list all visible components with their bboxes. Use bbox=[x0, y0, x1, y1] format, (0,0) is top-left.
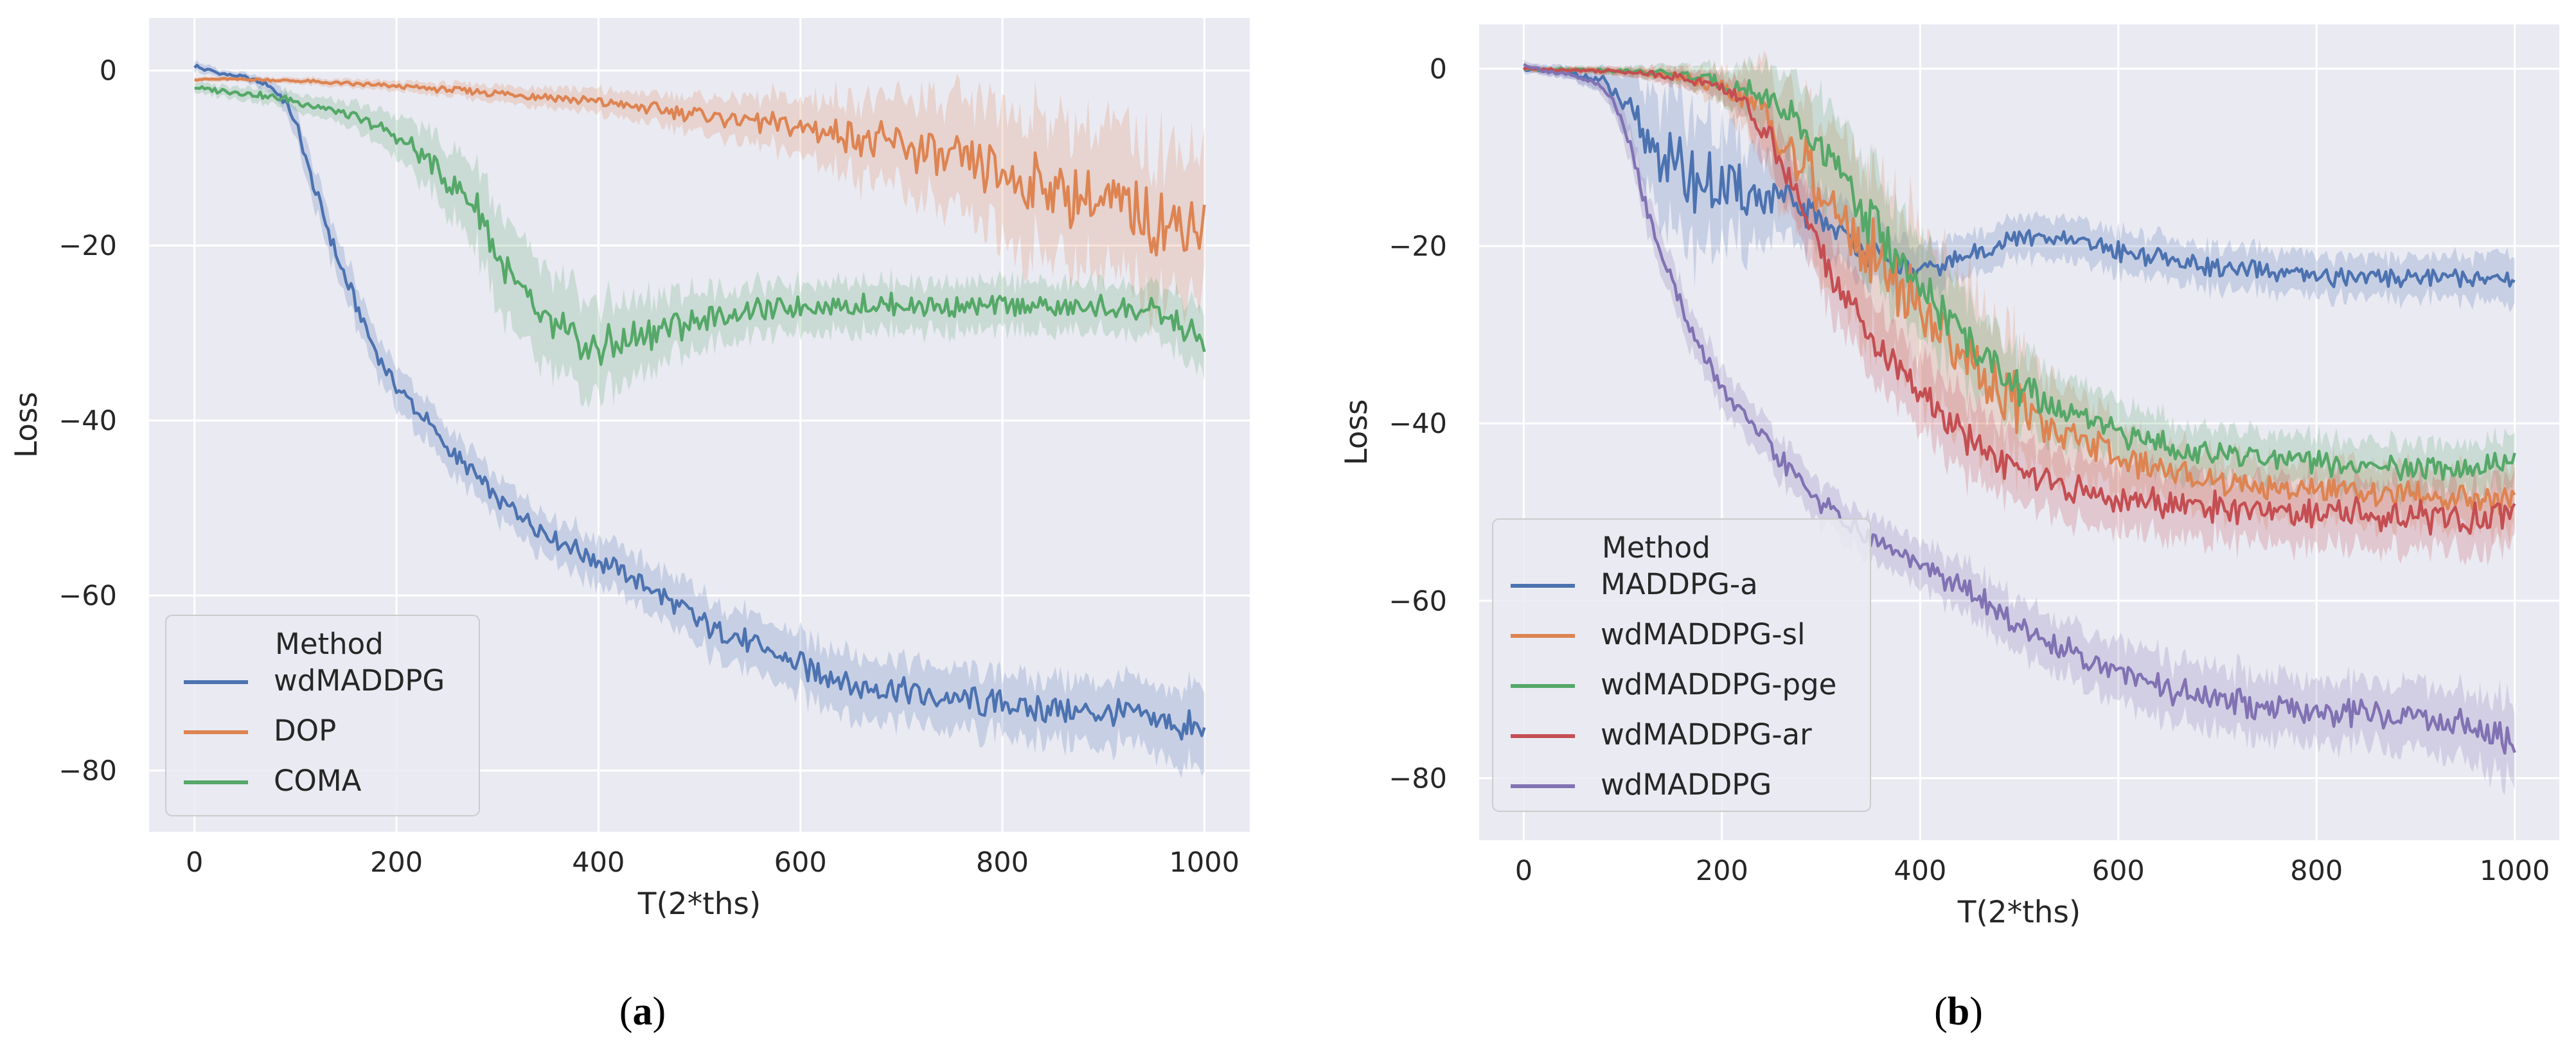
y-tick-label: −80 bbox=[1389, 762, 1447, 795]
x-tick-label: 400 bbox=[572, 847, 625, 879]
band-wdMADDPG bbox=[194, 60, 1205, 779]
series-line-MADDPG-a bbox=[1522, 66, 2516, 288]
y-tick-label: −80 bbox=[58, 755, 117, 787]
x-axis-label: T(2*ths) bbox=[1957, 895, 2081, 930]
legend-title: Method bbox=[1602, 531, 1710, 565]
band-COMA bbox=[194, 80, 1205, 408]
band-wdMADDPG-ar bbox=[1523, 64, 2515, 566]
legend-frame bbox=[1492, 518, 1871, 812]
y-tick-label: −40 bbox=[1389, 408, 1447, 440]
series-line-COMA bbox=[194, 85, 1206, 366]
panel-label: (b) bbox=[1934, 990, 1983, 1034]
legend-title: Method bbox=[275, 627, 384, 661]
series-line-wdMADDPG bbox=[193, 64, 1206, 741]
panel-label-letter: b bbox=[1948, 990, 1969, 1034]
legend-entry-wdMADDPG-ar: wdMADDPG-ar bbox=[1601, 717, 1812, 752]
legend-entry-wdMADDPG-pge: wdMADDPG-pge bbox=[1601, 667, 1836, 701]
x-axis-label: T(2*ths) bbox=[637, 886, 761, 922]
chart-b: 0 200 400 600 800 1000 0 −20 −40 −60 −80 T(2*ths) Lo… bbox=[1339, 24, 2559, 930]
x-tick-label: 600 bbox=[2092, 855, 2145, 887]
band-DOP bbox=[194, 74, 1205, 337]
band-wdMADDPG-pge bbox=[1523, 55, 2515, 509]
y-tick-label: −60 bbox=[1389, 585, 1447, 617]
x-tick-label: 200 bbox=[1696, 855, 1748, 887]
legend-entry-wdMADDPG: wdMADDPG bbox=[274, 664, 445, 698]
panel-label: (a) bbox=[619, 990, 666, 1034]
x-tick-label: 600 bbox=[774, 847, 827, 879]
panel-label-close-paren: ) bbox=[1969, 990, 1983, 1034]
panel-label-close-paren: ) bbox=[653, 990, 666, 1034]
x-tick-label: 800 bbox=[2290, 855, 2343, 887]
y-tick-label: 0 bbox=[1430, 53, 1447, 85]
panel-label-open-paren: ( bbox=[1934, 990, 1948, 1034]
legend-entry-DOP: DOP bbox=[274, 714, 336, 748]
y-tick-label: −20 bbox=[58, 230, 117, 262]
chart-a: 0 200 400 600 800 1000 0 −20 −40 −60 −80 T(2*ths) Lo… bbox=[9, 18, 1250, 922]
y-axis-label: Loss bbox=[1339, 399, 1374, 465]
y-tick-label: −40 bbox=[58, 405, 117, 437]
y-tick-label: −60 bbox=[58, 580, 117, 612]
x-tick-label: 1000 bbox=[1169, 847, 1239, 879]
band-MADDPG-a bbox=[1523, 64, 2515, 313]
legend-entry-wdMADDPG-sl: wdMADDPG-sl bbox=[1601, 617, 1805, 651]
y-tick-label: −20 bbox=[1389, 231, 1447, 263]
y-axis-label: Loss bbox=[9, 392, 44, 458]
x-tick-label: 0 bbox=[186, 847, 203, 879]
panel-label-open-paren: ( bbox=[619, 990, 633, 1034]
panel-label-letter: a bbox=[633, 990, 653, 1034]
x-tick-label: 1000 bbox=[2480, 855, 2550, 887]
legend-entry-COMA: COMA bbox=[274, 764, 362, 798]
x-tick-label: 0 bbox=[1515, 855, 1532, 887]
band-wdMADDPG-sl bbox=[1523, 50, 2515, 552]
series-line-wdMADDPG-ar bbox=[1523, 66, 2516, 536]
legend-entry-wdMADDPG: wdMADDPG bbox=[1601, 768, 1772, 802]
legend-frame bbox=[165, 615, 480, 816]
band-wdMADDPG bbox=[1523, 59, 2515, 795]
series-line-wdMADDPG-pge bbox=[1523, 66, 2516, 482]
x-tick-label: 800 bbox=[976, 847, 1029, 879]
series-line-wdMADDPG bbox=[1523, 63, 2516, 755]
x-tick-label: 200 bbox=[370, 847, 423, 879]
series-line-DOP bbox=[194, 76, 1206, 257]
legend-entry-MADDPG-a: MADDPG-a bbox=[1601, 567, 1758, 601]
x-tick-label: 400 bbox=[1894, 855, 1946, 887]
y-tick-label: 0 bbox=[100, 55, 117, 87]
